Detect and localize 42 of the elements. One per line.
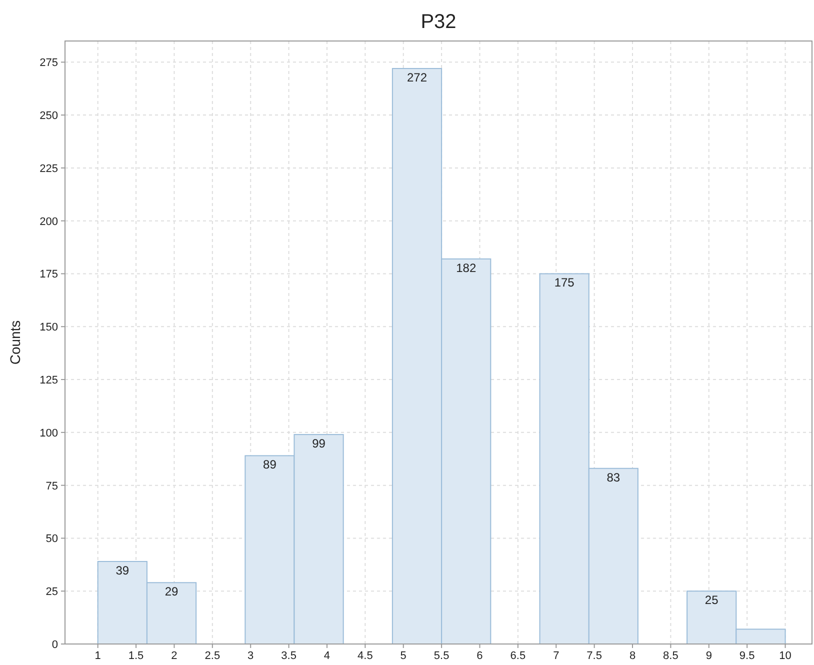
y-tick-label: 50 bbox=[46, 533, 58, 546]
y-tick-label: 0 bbox=[52, 639, 58, 651]
x-tick-label: 9 bbox=[706, 650, 712, 662]
data-label: 175 bbox=[554, 276, 575, 290]
y-tick-label: 275 bbox=[40, 57, 58, 70]
data-label: 39 bbox=[116, 563, 130, 578]
y-tick-label: 200 bbox=[40, 216, 58, 228]
x-tick-label: 1.5 bbox=[128, 650, 144, 662]
x-tick-label: 8.5 bbox=[663, 650, 678, 662]
data-label: 83 bbox=[606, 470, 620, 484]
x-tick-label: 2 bbox=[171, 650, 178, 662]
x-tick-label: 5 bbox=[400, 650, 406, 662]
x-tick-label: 10 bbox=[779, 650, 792, 662]
y-tick-label: 100 bbox=[40, 427, 58, 440]
x-tick-label: 2.5 bbox=[204, 650, 220, 662]
y-tick-label: 75 bbox=[46, 480, 58, 492]
y-tick-label: 25 bbox=[46, 586, 58, 598]
x-tick-label: 9.5 bbox=[739, 650, 755, 662]
x-tick-label: 4 bbox=[324, 650, 330, 662]
data-label: 89 bbox=[263, 458, 277, 472]
y-tick-label: 125 bbox=[40, 374, 58, 387]
x-tick-label: 7 bbox=[553, 650, 560, 662]
y-axis-title: Counts bbox=[7, 320, 23, 365]
chart-title: P32 bbox=[420, 11, 456, 33]
x-tick-label: 3 bbox=[248, 650, 254, 662]
y-tick-label: 225 bbox=[40, 162, 58, 175]
y-tick-label: 175 bbox=[40, 268, 58, 281]
x-tick-label: 7.5 bbox=[586, 650, 602, 662]
x-tick-label: 5.5 bbox=[434, 650, 450, 662]
y-tick-label: 250 bbox=[40, 110, 58, 122]
x-tick-label: 1 bbox=[94, 650, 101, 662]
y-tick-label: 150 bbox=[40, 322, 58, 334]
data-label: 272 bbox=[406, 70, 428, 85]
x-tick-label: 4.5 bbox=[358, 650, 373, 662]
data-label: 25 bbox=[704, 593, 719, 608]
data-label: 99 bbox=[312, 436, 326, 451]
x-tick-label: 8 bbox=[629, 650, 636, 662]
x-tick-label: 6.5 bbox=[510, 650, 526, 662]
x-tick-label: 6 bbox=[476, 650, 483, 662]
x-tick-label: 3.5 bbox=[281, 650, 296, 662]
data-label: 182 bbox=[456, 260, 476, 275]
data-label: 29 bbox=[164, 584, 179, 599]
